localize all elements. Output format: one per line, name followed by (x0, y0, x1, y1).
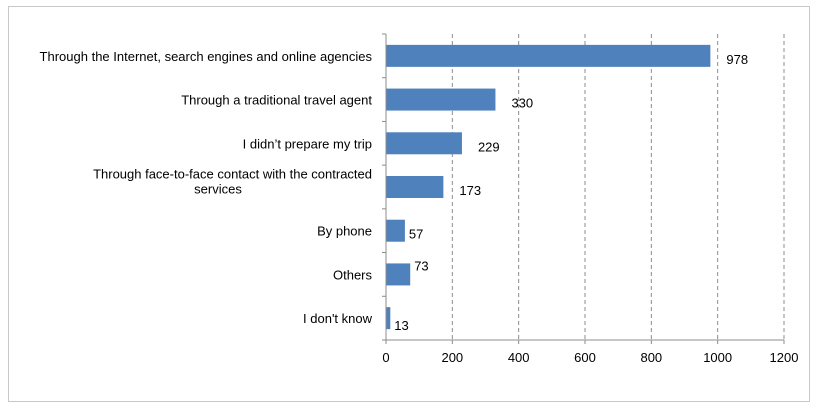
axes (382, 33, 785, 344)
tick-label-600: 600 (574, 350, 596, 365)
category-label-3-0: Through face-to-face contact with the co… (93, 167, 372, 182)
data-label-6: 13 (394, 318, 408, 333)
category-label-5-0: Others (333, 267, 373, 282)
bar-series (386, 44, 711, 330)
tick-label-400: 400 (508, 350, 530, 365)
data-label-0: 978 (726, 52, 748, 67)
tick-label-800: 800 (640, 350, 662, 365)
bar-6 (386, 307, 391, 330)
bar-2 (386, 132, 462, 155)
data-label-5: 73 (414, 258, 428, 273)
tick-label-0: 0 (382, 350, 389, 365)
category-label-2-0: I didn’t prepare my trip (243, 136, 372, 151)
bar-0 (386, 44, 711, 67)
chart-frame (8, 6, 810, 402)
data-labels: 978 330 229 173 57 73 13 (394, 52, 748, 333)
grid-lines (451, 34, 785, 340)
bar-5 (386, 263, 411, 286)
category-label-1-0: Through a traditional travel agent (181, 93, 372, 108)
category-label-0-0: Through the Internet, search engines and… (40, 49, 373, 64)
tick-label-200: 200 (441, 350, 463, 365)
data-label-4: 57 (409, 227, 423, 242)
data-label-3: 173 (459, 183, 481, 198)
category-label-3-1: services (194, 182, 242, 197)
category-labels: Through the Internet, search engines and… (40, 49, 373, 326)
bar-1 (386, 88, 496, 111)
data-label-1: 330 (511, 96, 533, 111)
bar-4 (386, 219, 405, 242)
category-label-4-0: By phone (317, 224, 372, 239)
tick-label-1200: 1200 (770, 350, 799, 365)
tick-label-1000: 1000 (703, 350, 732, 365)
data-label-2: 229 (478, 139, 500, 154)
tick-labels: 0 200 400 600 800 1000 1200 (382, 350, 798, 365)
category-label-6-0: I don't know (303, 311, 373, 326)
bar-3 (386, 176, 444, 198)
